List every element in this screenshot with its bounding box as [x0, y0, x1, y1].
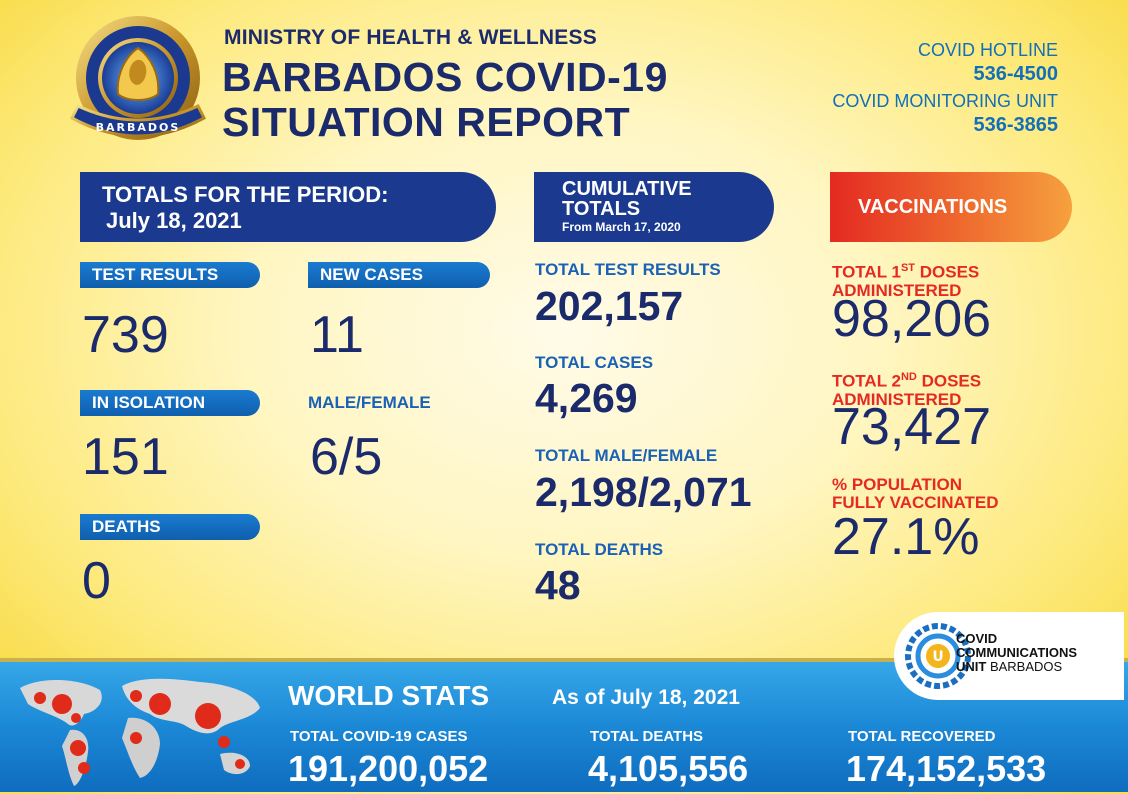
deaths-tag: DEATHS: [80, 514, 260, 540]
world-recovered-value: 174,152,533: [846, 748, 1047, 789]
ministry-name: MINISTRY OF HEALTH & WELLNESS: [224, 26, 597, 49]
world-map-icon: [20, 678, 260, 786]
total-male-female-label: TOTAL MALE/FEMALE: [535, 446, 718, 465]
cumulative-banner: CUMULATIVE TOTALS From March 17, 2020: [534, 172, 774, 242]
world-cases-label: TOTAL COVID-19 CASES: [290, 728, 468, 745]
world-recovered-label: TOTAL RECOVERED: [848, 728, 996, 745]
male-female-tag: MALE/FEMALE: [308, 393, 431, 412]
test-results-value: 739: [82, 306, 169, 364]
total-deaths-value: 48: [535, 562, 581, 608]
total-tests-value: 202,157: [535, 283, 684, 329]
world-deaths-value: 4,105,556: [588, 748, 749, 789]
pct-vaccinated-value: 27.1%: [832, 508, 980, 566]
report-title-line2: SITUATION REPORT: [222, 99, 631, 145]
ministry-seal-icon: BARBADOS: [70, 16, 206, 140]
ministry-logo: BARBADOS: [66, 14, 210, 148]
world-cases-value: 191,200,052: [288, 748, 489, 789]
first-doses-label: TOTAL 1ST DOSES ADMINISTERED: [832, 262, 980, 300]
period-banner-title: TOTALS FOR THE PERIOD:: [102, 182, 389, 207]
ccu-text: COVID COMMUNICATIONS UNIT BARBADOS: [956, 631, 1078, 674]
period-banner: TOTALS FOR THE PERIOD: July 18, 2021: [80, 172, 496, 242]
new-cases-tag: NEW CASES: [308, 262, 490, 288]
ccu-logo-icon: U: [905, 623, 971, 689]
second-doses-value: 73,427: [832, 398, 992, 456]
second-doses-label: TOTAL 2ND DOSES ADMINISTERED: [832, 371, 982, 409]
world-stats-date: As of July 18, 2021: [552, 686, 740, 709]
virus-markers: [34, 690, 245, 774]
hotline-label: COVID HOTLINE: [917, 40, 1058, 60]
total-tests-label: TOTAL TEST RESULTS: [535, 260, 721, 279]
cumulative-banner-line1: CUMULATIVE: [562, 178, 692, 200]
first-doses-value: 98,206: [832, 290, 992, 348]
deaths-value: 0: [82, 552, 111, 610]
male-female-value: 6/5: [310, 428, 383, 486]
svg-text:U: U: [932, 649, 943, 665]
monitoring-label: COVID MONITORING UNIT: [832, 91, 1058, 111]
hotline-number[interactable]: 536-4500: [973, 63, 1058, 85]
total-male-female-value: 2,198/2,071: [535, 469, 752, 515]
cumulative-banner-line2: TOTALS: [562, 198, 641, 220]
test-results-tag: TEST RESULTS: [80, 262, 260, 288]
isolation-value: 151: [82, 428, 169, 486]
ccu-badge: U COVID COMMUNICATIONS UNIT BARBADOS: [894, 612, 1124, 700]
total-deaths-label: TOTAL DEATHS: [535, 540, 664, 559]
world-deaths-label: TOTAL DEATHS: [590, 728, 704, 745]
monitoring-number[interactable]: 536-3865: [973, 114, 1058, 136]
total-cases-label: TOTAL CASES: [535, 353, 654, 372]
new-cases-value: 11: [310, 306, 364, 364]
world-stats-title: WORLD STATS: [288, 680, 490, 711]
world-stats-band: WORLD STATS As of July 18, 2021 TOTAL CO…: [0, 658, 1128, 792]
cumulative-banner-sub: From March 17, 2020: [562, 220, 681, 234]
total-cases-value: 4,269: [535, 375, 638, 421]
pct-vaccinated-label: % POPULATION FULLY VACCINATED: [832, 475, 999, 512]
vaccinations-banner: VACCINATIONS: [830, 172, 1072, 242]
report-title-line1: BARBADOS COVID-19: [222, 54, 668, 100]
isolation-tag: IN ISOLATION: [80, 390, 260, 416]
period-banner-date: July 18, 2021: [106, 208, 242, 233]
svg-text:BARBADOS: BARBADOS: [96, 121, 181, 134]
